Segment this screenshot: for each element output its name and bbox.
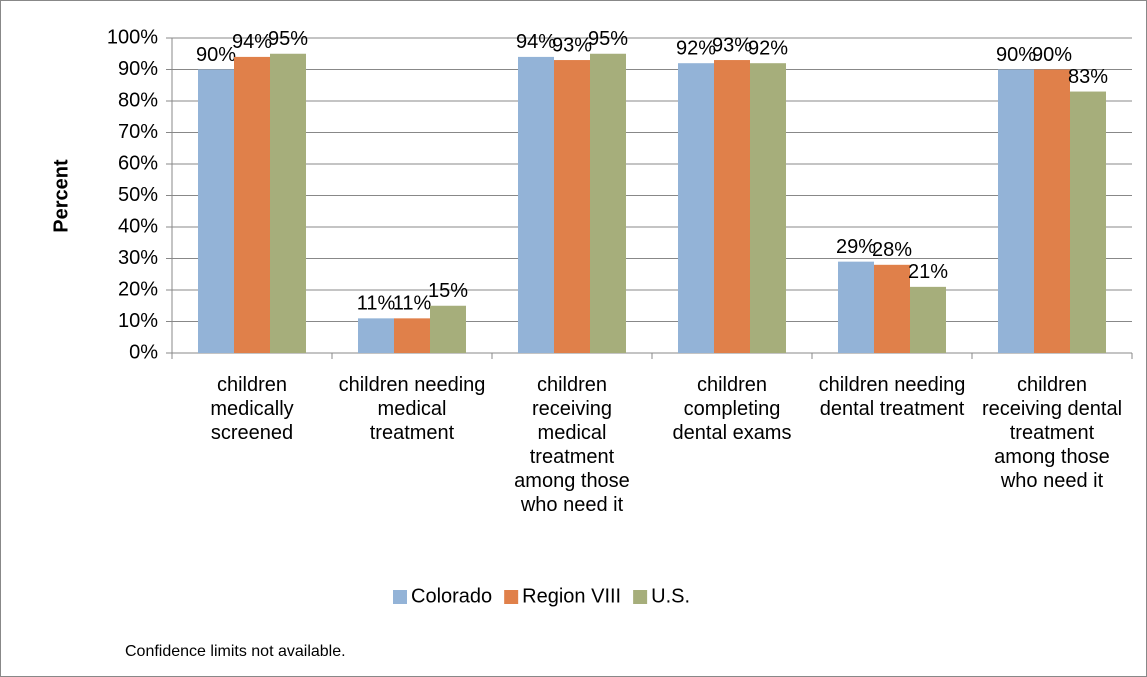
bar bbox=[518, 56, 554, 354]
data-label: 93% bbox=[552, 34, 592, 56]
data-label: 95% bbox=[588, 28, 628, 50]
data-label: 11% bbox=[393, 293, 432, 315]
y-tick-label: 70% bbox=[118, 121, 158, 143]
y-tick-label: 20% bbox=[118, 278, 158, 300]
bar bbox=[838, 261, 874, 353]
legend-label: Region VIII bbox=[522, 585, 621, 607]
legend-swatch bbox=[633, 590, 648, 604]
x-tick-label: children receiving medical treatment amo… bbox=[514, 374, 630, 516]
data-label: 94% bbox=[516, 31, 556, 53]
y-axis-label: Percent bbox=[50, 159, 72, 233]
x-tick-label: children receiving dental treatment amon… bbox=[981, 374, 1123, 492]
data-label: 90% bbox=[996, 44, 1036, 66]
data-label: 93% bbox=[712, 34, 752, 56]
bar bbox=[554, 60, 590, 354]
bar bbox=[1034, 69, 1070, 353]
data-label: 29% bbox=[836, 236, 876, 258]
data-label: 92% bbox=[676, 37, 716, 59]
bar bbox=[270, 53, 306, 353]
y-tick-label: 100% bbox=[107, 26, 158, 48]
y-tick-label: 60% bbox=[118, 152, 158, 174]
bar bbox=[590, 53, 626, 353]
data-label: 90% bbox=[1032, 44, 1072, 66]
bar bbox=[430, 305, 466, 353]
bar bbox=[998, 69, 1034, 353]
data-label: 15% bbox=[428, 280, 468, 302]
legend-label: Colorado bbox=[411, 585, 492, 607]
legend-swatch bbox=[393, 590, 407, 604]
bar bbox=[678, 63, 714, 353]
data-label: 28% bbox=[872, 239, 912, 261]
legend-label: U.S. bbox=[651, 585, 690, 607]
x-tick-label: children needing medical treatment bbox=[338, 374, 486, 444]
data-label: 90% bbox=[196, 44, 236, 66]
footnote: Confidence limits not available. bbox=[125, 643, 346, 660]
y-tick-label: 0% bbox=[129, 341, 158, 363]
y-tick-label: 80% bbox=[118, 89, 158, 111]
bar bbox=[198, 69, 234, 353]
y-tick-label: 30% bbox=[118, 247, 158, 269]
bar bbox=[874, 264, 910, 353]
bar bbox=[714, 60, 750, 354]
bar bbox=[1070, 91, 1106, 354]
legend-swatch bbox=[504, 590, 519, 604]
bar bbox=[234, 56, 270, 354]
y-tick-label: 10% bbox=[118, 310, 158, 332]
data-label: 95% bbox=[268, 28, 308, 50]
bar bbox=[910, 286, 946, 353]
bar bbox=[358, 318, 394, 353]
data-label: 94% bbox=[232, 31, 272, 53]
bar bbox=[750, 63, 786, 353]
x-tick-label: children medically screened bbox=[210, 374, 294, 444]
y-tick-label: 50% bbox=[118, 184, 158, 206]
y-tick-label: 40% bbox=[118, 215, 158, 237]
y-tick-label: 90% bbox=[118, 58, 158, 80]
data-label: 11% bbox=[357, 293, 396, 315]
data-label: 92% bbox=[748, 37, 788, 59]
bar bbox=[394, 318, 430, 353]
data-label: 83% bbox=[1068, 66, 1108, 88]
data-label: 21% bbox=[908, 261, 948, 283]
x-tick-label: children completing dental exams bbox=[672, 374, 792, 444]
x-tick-label: children needing dental treatment bbox=[818, 374, 966, 420]
